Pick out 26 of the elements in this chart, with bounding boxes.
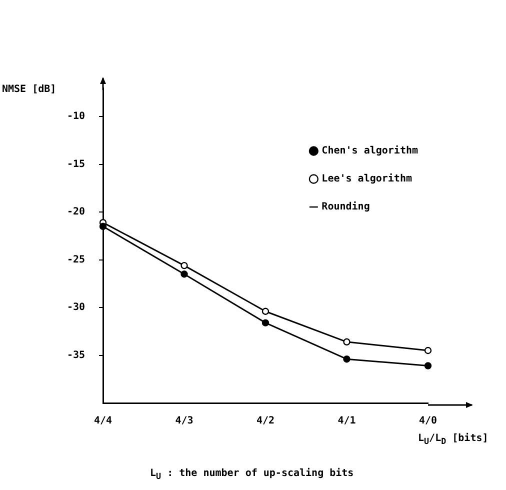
point	[424, 346, 432, 354]
x-axis-title: L$_{U}$/L$_{D}$ [bits]	[418, 433, 488, 446]
x-tick-label: 4/3	[175, 416, 194, 427]
point	[424, 362, 432, 370]
point	[262, 319, 270, 326]
point	[343, 355, 350, 363]
point	[180, 262, 188, 270]
x-tick-label: 4/1	[338, 416, 356, 427]
point	[343, 338, 350, 346]
x-tick-label: 4/4	[94, 416, 112, 427]
y-tick-label: -10	[66, 111, 85, 122]
legend-label: Chen's algorithm	[322, 144, 418, 157]
y-tick-label: -30	[66, 302, 85, 314]
y-axis-title: NMSE [dB]	[2, 84, 56, 95]
y-tick-label: -20	[66, 206, 85, 218]
legend-label: Rounding	[322, 200, 370, 213]
y-tick-label: -15	[66, 158, 85, 170]
x-tick-label: 4/2	[256, 416, 275, 427]
y-tick-label: -25	[66, 254, 85, 266]
point	[262, 308, 270, 315]
x-tick-label: 4/0	[418, 416, 438, 427]
legend-label: Lee's algorithm	[322, 172, 412, 185]
point	[99, 222, 107, 230]
point	[180, 270, 188, 278]
text: L$_{U}$ : the number of up-scaling bits	[150, 468, 354, 481]
y-tick-label: -35	[66, 350, 85, 361]
